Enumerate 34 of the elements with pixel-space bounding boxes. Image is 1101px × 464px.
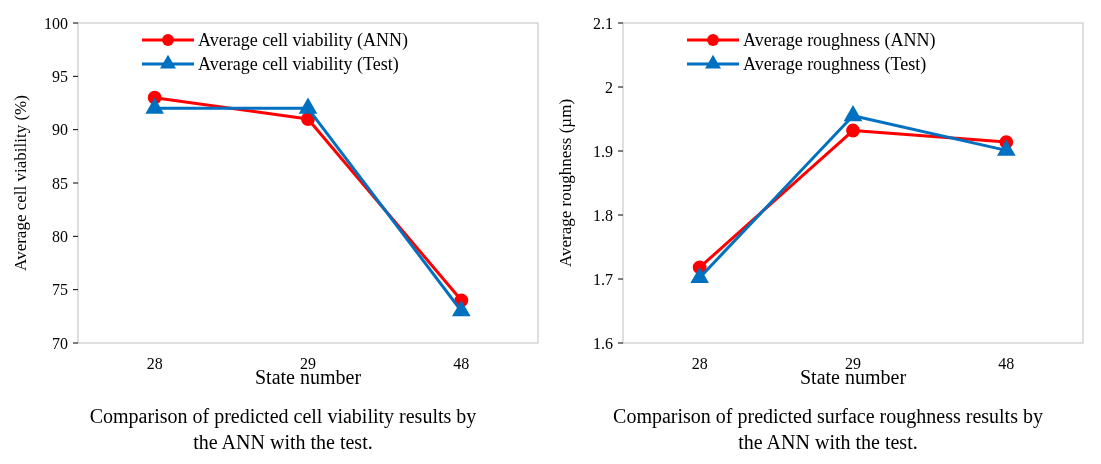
y-tick-label: 1.8	[593, 206, 613, 224]
y-tick-label: 70	[52, 334, 68, 352]
y-axis-title: Average roughness (µm)	[556, 98, 575, 268]
legend-label: Average roughness (Test)	[743, 54, 927, 76]
x-tick-label: 29	[300, 355, 316, 372]
x-tick-label: 48	[998, 355, 1015, 372]
x-tick-label: 29	[845, 355, 861, 372]
y-tick-label: 75	[52, 281, 68, 299]
legend-label: Average cell viability (Test)	[198, 54, 399, 76]
x-tick-label: 28	[691, 355, 708, 372]
y-tick-label: 100	[44, 14, 68, 32]
point	[843, 105, 863, 122]
legend-label: Average roughness (ANN)	[743, 30, 936, 52]
point	[690, 266, 709, 284]
y-axis-title: Average cell viability (%)	[11, 95, 30, 271]
y-tick-label: 1.7	[593, 270, 613, 288]
x-tick-label: 48	[453, 355, 470, 372]
point	[145, 97, 164, 114]
y-tick-label: 85	[52, 174, 68, 192]
y-tick-label: 1.9	[593, 142, 613, 160]
legend-label: Average cell viability (ANN)	[198, 30, 409, 52]
point	[997, 139, 1016, 156]
point	[452, 300, 471, 317]
point	[298, 97, 318, 114]
y-tick-label: 95	[52, 67, 68, 85]
point	[846, 123, 860, 138]
x-tick-label: 28	[146, 355, 163, 372]
y-tick-label: 1.6	[593, 334, 613, 352]
y-tick-label: 2.1	[593, 14, 613, 32]
text: Comparison of predicted cell viability results by the ANN with the test.	[89, 405, 477, 453]
y-tick-label: 2	[605, 78, 613, 96]
text: Comparison of predicted surface roughness results by the ANN with the test.	[613, 405, 1043, 453]
y-tick-label: 90	[52, 121, 68, 139]
y-tick-label: 80	[52, 227, 68, 245]
